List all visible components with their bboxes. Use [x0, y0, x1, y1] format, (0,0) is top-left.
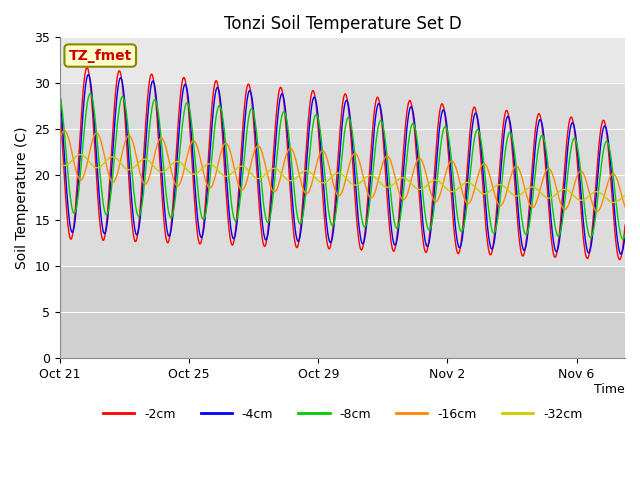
-32cm: [106, 155, 113, 161]
-2cm: [315, 130, 323, 135]
-2cm: [621, 223, 629, 228]
-8cm: [619, 236, 627, 242]
-8cm: [435, 158, 443, 164]
-4cm: [315, 118, 323, 124]
Line: -32cm: -32cm: [60, 155, 625, 203]
-2cm: [616, 257, 623, 263]
-4cm: [270, 161, 278, 167]
Line: -16cm: -16cm: [60, 131, 625, 211]
-2cm: [83, 65, 91, 71]
-8cm: [218, 108, 225, 114]
-32cm: [56, 160, 64, 166]
-16cm: [61, 128, 68, 133]
-32cm: [435, 179, 443, 184]
-2cm: [56, 106, 64, 111]
-32cm: [621, 192, 629, 198]
-8cm: [86, 91, 94, 96]
-32cm: [218, 171, 225, 177]
-8cm: [621, 232, 629, 238]
Y-axis label: Soil Temperature (C): Soil Temperature (C): [15, 126, 29, 269]
-8cm: [106, 203, 113, 209]
-16cm: [218, 147, 225, 153]
-4cm: [621, 232, 629, 238]
Bar: [60, 83, 625, 266]
Line: -2cm: -2cm: [60, 68, 625, 260]
-32cm: [77, 152, 84, 157]
-4cm: [56, 93, 64, 99]
-4cm: [218, 108, 225, 114]
-8cm: [315, 117, 323, 123]
-4cm: [617, 252, 625, 257]
-4cm: [260, 232, 268, 238]
-16cm: [56, 135, 64, 141]
-2cm: [270, 141, 278, 147]
Line: -8cm: -8cm: [60, 94, 625, 239]
-8cm: [56, 93, 64, 99]
Line: -4cm: -4cm: [60, 74, 625, 254]
-4cm: [106, 199, 113, 205]
-16cm: [315, 155, 323, 160]
-16cm: [270, 189, 278, 195]
-8cm: [270, 182, 278, 188]
-16cm: [621, 204, 629, 210]
-16cm: [106, 173, 113, 179]
Legend: -2cm, -4cm, -8cm, -16cm, -32cm: -2cm, -4cm, -8cm, -16cm, -32cm: [98, 403, 588, 425]
Title: Tonzi Soil Temperature Set D: Tonzi Soil Temperature Set D: [224, 15, 461, 33]
-2cm: [435, 114, 443, 120]
-2cm: [218, 120, 225, 126]
-32cm: [260, 173, 268, 179]
-16cm: [260, 156, 268, 162]
Text: TZ_fmet: TZ_fmet: [68, 48, 132, 62]
-4cm: [84, 72, 92, 77]
-16cm: [435, 195, 443, 201]
-2cm: [106, 184, 113, 190]
-32cm: [610, 200, 618, 205]
-32cm: [315, 178, 323, 184]
-2cm: [260, 243, 268, 249]
-4cm: [435, 131, 443, 136]
-16cm: [593, 208, 601, 214]
-32cm: [270, 166, 278, 171]
Text: Time: Time: [595, 384, 625, 396]
Bar: [60, 266, 625, 358]
-8cm: [260, 205, 268, 211]
